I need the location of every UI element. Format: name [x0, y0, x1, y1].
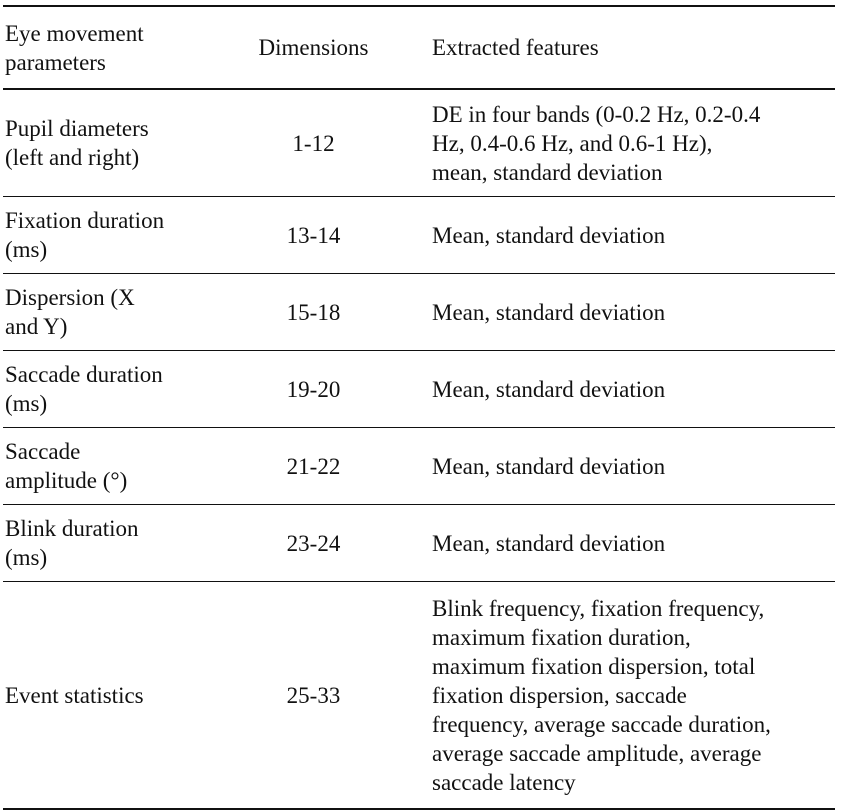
parameter-line: amplitude (°) — [5, 468, 128, 493]
parameter-line: Saccade duration — [5, 362, 163, 387]
parameter-line: Saccade — [5, 439, 81, 464]
feature-line: Mean, standard deviation — [432, 299, 666, 325]
parameter-line: Event statistics — [5, 682, 144, 708]
table-row: Event statistics 25-33 Blink frequency, … — [3, 582, 835, 810]
parameter-line: (ms) — [5, 545, 48, 570]
features-cell: DE in four bands (0-0.2 Hz, 0.2-0.4 Hz, … — [431, 89, 835, 197]
dimensions-cell: 23-24 — [286, 530, 341, 556]
table-header: Eye movement parameters Dimensions Extra… — [3, 6, 835, 89]
dimensions-cell: 15-18 — [286, 299, 341, 325]
features-cell: Mean, standard deviation — [431, 505, 835, 582]
parameter-line: (left and right) — [5, 145, 140, 170]
feature-line: fixation dispersion, saccade — [432, 682, 687, 708]
header-parameters-line-2: parameters — [5, 49, 106, 75]
parameter-line: and Y) — [5, 314, 68, 339]
table-row: Saccade duration (ms) 19-20 Mean, standa… — [3, 351, 835, 428]
feature-line: DE in four bands (0-0.2 Hz, 0.2-0.4 — [432, 101, 761, 127]
header-dimensions: Dimensions — [258, 35, 369, 60]
feature-line: Mean, standard deviation — [432, 530, 666, 556]
parameter-line: (ms) — [5, 391, 48, 416]
features-cell: Mean, standard deviation — [431, 428, 835, 505]
feature-line: Mean, standard deviation — [432, 453, 666, 479]
feature-line: saccade latency — [432, 769, 576, 795]
parameter-cell: Fixation duration (ms) — [3, 197, 231, 274]
header-parameters: Eye movement parameters — [3, 6, 231, 89]
features-cell: Mean, standard deviation — [431, 351, 835, 428]
parameter-cell: Saccade duration (ms) — [3, 351, 231, 428]
table-row: Fixation duration (ms) 13-14 Mean, stand… — [3, 197, 835, 274]
header-extracted-features: Extracted features — [432, 35, 599, 60]
feature-line: maximum fixation duration, — [432, 624, 691, 650]
parameter-cell: Event statistics — [3, 582, 231, 810]
feature-line: mean, standard deviation — [432, 159, 663, 185]
feature-line: average saccade amplitude, average — [432, 740, 762, 766]
dimensions-cell: 25-33 — [286, 682, 341, 708]
feature-line: Mean, standard deviation — [432, 376, 666, 402]
features-cell: Blink frequency, fixation frequency, max… — [431, 582, 835, 810]
parameter-line: Fixation duration — [5, 208, 165, 233]
feature-line: Hz, 0.4-0.6 Hz, and 0.6-1 Hz), — [432, 130, 713, 156]
parameter-cell: Blink duration (ms) — [3, 505, 231, 582]
table-body: Pupil diameters (left and right) 1-12 DE… — [3, 89, 835, 809]
dimensions-cell: 13-14 — [286, 222, 341, 248]
parameter-cell: Saccade amplitude (°) — [3, 428, 231, 505]
dimensions-cell: 1-12 — [292, 130, 335, 156]
eye-movement-feature-table: Eye movement parameters Dimensions Extra… — [3, 5, 835, 810]
parameter-line: Blink duration — [5, 516, 139, 541]
parameter-line: Pupil diameters — [5, 116, 149, 141]
parameter-line: (ms) — [5, 237, 48, 262]
features-cell: Mean, standard deviation — [431, 197, 835, 274]
dimensions-cell: 21-22 — [286, 453, 341, 479]
table-row: Pupil diameters (left and right) 1-12 DE… — [3, 89, 835, 197]
dimensions-cell: 19-20 — [286, 376, 341, 402]
table-row: Dispersion (X and Y) 15-18 Mean, standar… — [3, 274, 835, 351]
table-row: Saccade amplitude (°) 21-22 Mean, standa… — [3, 428, 835, 505]
parameter-cell: Dispersion (X and Y) — [3, 274, 231, 351]
header-row: Eye movement parameters Dimensions Extra… — [3, 6, 835, 89]
feature-line: maximum fixation dispersion, total — [432, 653, 756, 679]
feature-table-container: Eye movement parameters Dimensions Extra… — [3, 5, 835, 810]
header-parameters-line-1: Eye movement — [5, 20, 144, 46]
feature-line: frequency, average saccade duration, — [432, 711, 771, 737]
features-cell: Mean, standard deviation — [431, 274, 835, 351]
table-row: Blink duration (ms) 23-24 Mean, standard… — [3, 505, 835, 582]
parameter-line: Dispersion (X — [5, 285, 135, 310]
parameter-cell: Pupil diameters (left and right) — [3, 89, 231, 197]
feature-line: Blink frequency, fixation frequency, — [432, 595, 765, 621]
feature-line: Mean, standard deviation — [432, 222, 666, 248]
